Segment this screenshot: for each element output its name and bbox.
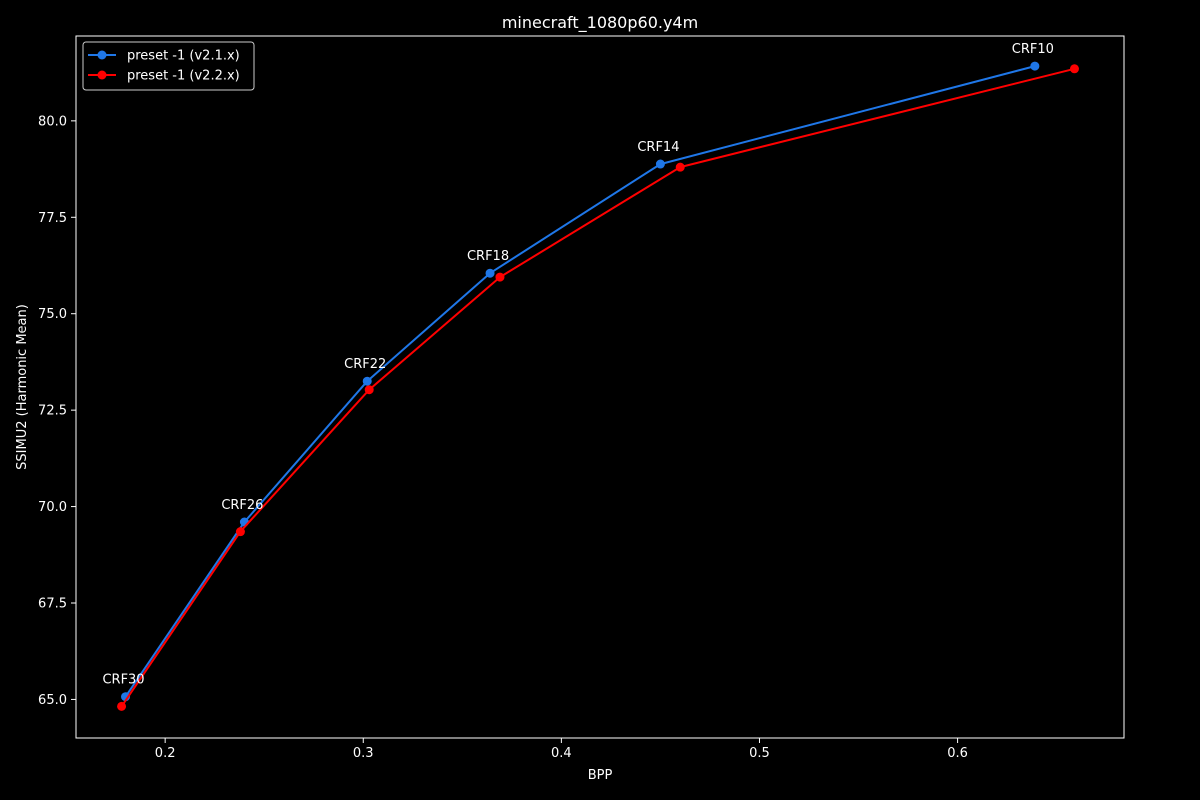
series-2-point (364, 385, 374, 395)
crf-annotation: CRF18 (467, 249, 509, 264)
x-axis: 0.2 0.3 0.4 0.5 0.6 (155, 738, 968, 761)
legend-box (82, 41, 255, 91)
series-2-point (235, 527, 245, 537)
crf-annotation: CRF26 (221, 498, 263, 513)
legend: preset -1 (v2.1.x) preset -1 (v2.2.x) (82, 41, 255, 91)
series-1-point (655, 159, 665, 169)
y-tick-label: 65.0 (38, 693, 67, 708)
series-1-point (485, 268, 495, 278)
y-axis-title: SSIMU2 (Harmonic Mean) (15, 304, 30, 470)
crf-annotation: CRF22 (344, 357, 386, 372)
series-2-point (1069, 64, 1079, 74)
series-layer (117, 61, 1079, 711)
x-tick-label: 0.5 (749, 746, 770, 761)
legend-label: preset -1 (v2.2.x) (127, 69, 240, 84)
y-tick-label: 72.5 (38, 404, 67, 419)
series-1-point (1030, 61, 1040, 71)
y-tick-label: 77.5 (38, 211, 67, 226)
series-line-1 (124, 65, 1036, 698)
crf-annotation: CRF14 (637, 140, 679, 155)
x-axis-title: BPP (588, 768, 613, 783)
chart-title: minecraft_1080p60.y4m (502, 13, 698, 33)
legend-marker (97, 50, 107, 60)
crf-annotation: CRF10 (1012, 42, 1054, 57)
y-tick-label: 67.5 (38, 597, 67, 612)
series-line-2 (120, 67, 1075, 707)
y-axis: 65.0 67.5 70.0 72.5 75.0 77.5 80.0 (38, 114, 76, 708)
series-2-point (675, 162, 685, 172)
x-tick-label: 0.3 (353, 746, 374, 761)
y-tick-label: 70.0 (38, 500, 67, 515)
series-2-point (117, 701, 127, 711)
annotation-layer: CRF30 CRF26 CRF22 CRF18 CRF14 CRF10 (102, 42, 1053, 688)
plot-area (75, 35, 1125, 739)
y-tick-label: 75.0 (38, 307, 67, 322)
x-tick-label: 0.6 (947, 746, 968, 761)
y-tick-label: 80.0 (38, 114, 67, 129)
legend-marker (97, 70, 107, 80)
x-tick-label: 0.4 (551, 746, 572, 761)
series-1-point (362, 376, 372, 386)
crf-annotation: CRF30 (102, 673, 144, 688)
x-tick-label: 0.2 (155, 746, 176, 761)
legend-label: preset -1 (v2.1.x) (127, 49, 240, 64)
series-2-point (495, 272, 505, 282)
